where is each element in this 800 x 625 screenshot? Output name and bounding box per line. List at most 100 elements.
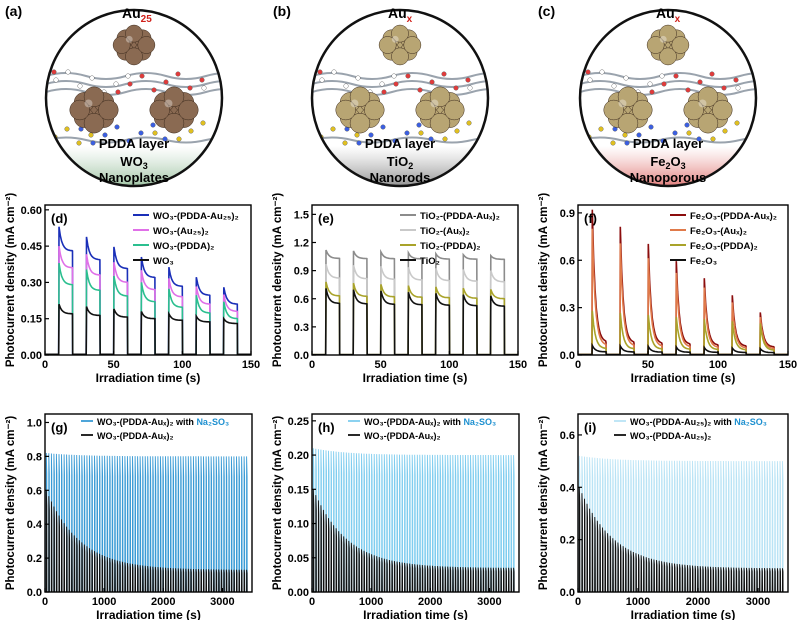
top-cluster xyxy=(112,24,156,66)
substrate-label: WO3 xyxy=(120,154,147,171)
atom xyxy=(64,126,70,132)
atom xyxy=(368,132,374,138)
atom xyxy=(162,136,168,142)
y-axis-label: Photocurrent density (mA cm⁻²) xyxy=(5,416,17,590)
pdda-chain xyxy=(46,72,222,80)
plot-frame xyxy=(577,413,789,593)
y-tick-label: 0.60 xyxy=(21,205,42,217)
series-line-0 xyxy=(45,452,249,592)
plot-area xyxy=(45,226,251,355)
atom xyxy=(175,71,181,77)
y-tick-label: 0.6 xyxy=(27,485,42,497)
legend-entry: Fe₂O₃-(PDDA-Auₓ)₂ xyxy=(690,211,777,222)
x-axis-label: Irradiation time (s) xyxy=(96,608,201,620)
atom xyxy=(442,136,448,142)
substrate-morphology-label: Nanoporous xyxy=(630,170,707,185)
chart-i: 0 1000 2000 3000 0.0 0.2 0.4 0.6 Irradiation tim… xyxy=(538,413,789,622)
series-line-1 xyxy=(578,228,788,355)
atom xyxy=(138,130,144,136)
atom xyxy=(647,81,653,87)
y-tick-label: 0.6 xyxy=(560,430,575,442)
atom xyxy=(648,124,654,130)
plot-frame xyxy=(311,204,519,356)
panel-label: (h) xyxy=(318,420,335,435)
y-axis-label: Photocurrent density (mA cm⁻²) xyxy=(538,193,550,367)
panel-label: (b) xyxy=(273,3,291,19)
pdda-layer-label: PDDA layer xyxy=(99,136,169,151)
series-line-2 xyxy=(578,310,788,355)
series-line-3 xyxy=(312,288,518,355)
atom xyxy=(721,85,727,91)
x-tick-label: 0 xyxy=(42,596,48,608)
chart-e: 0 50 100 150 0.0 0.3 0.6 0.9 1.2 1.5 Irradiation t… xyxy=(272,193,527,385)
atom xyxy=(126,138,132,144)
y-tick-label: 0.05 xyxy=(288,553,309,565)
cluster-label: Aux xyxy=(388,5,413,25)
atom xyxy=(127,81,133,87)
x-tick-label: 0 xyxy=(309,359,315,371)
schematic-border xyxy=(578,8,758,188)
atom xyxy=(114,124,120,130)
atom xyxy=(115,89,121,95)
atom xyxy=(88,132,94,138)
atom xyxy=(735,85,741,91)
atom xyxy=(599,69,605,75)
atom xyxy=(611,83,617,89)
y-tick-label: 0.3 xyxy=(560,303,575,315)
atom xyxy=(355,75,361,81)
pdda-layer-label: PDDA layer xyxy=(365,136,435,151)
atom xyxy=(150,122,156,128)
schematic-border xyxy=(44,8,224,188)
pdda-chain xyxy=(46,80,222,88)
y-tick-label: 0.25 xyxy=(288,416,309,428)
legend-entry: TiO₂ xyxy=(420,256,440,267)
atom xyxy=(354,132,360,138)
y-tick-label: 0.2 xyxy=(560,535,575,547)
atom xyxy=(649,89,655,95)
series-line-0 xyxy=(312,448,516,592)
atom xyxy=(405,73,411,79)
atom xyxy=(454,128,460,134)
atom xyxy=(441,71,447,77)
y-tick-label: 0.0 xyxy=(294,350,309,362)
series-line-1 xyxy=(45,490,249,592)
pdda-chain xyxy=(580,80,756,88)
atom xyxy=(51,69,57,75)
x-tick-label: 0 xyxy=(575,596,581,608)
x-tick-label: 2000 xyxy=(686,596,710,608)
y-tick-label: 0.45 xyxy=(21,241,42,253)
series-line-0 xyxy=(578,455,785,592)
atom xyxy=(636,132,642,138)
legend-entry: WO₃-(PDDA-Auₓ)₂ with Na₂SO₃ xyxy=(97,417,229,427)
y-tick-label: 0.10 xyxy=(288,519,309,531)
y-tick-label: 0.9 xyxy=(560,208,575,220)
x-tick-label: 100 xyxy=(440,359,458,371)
pdda-chain xyxy=(46,136,222,144)
substrate-morphology-label: Nanoplates xyxy=(99,170,169,185)
atom xyxy=(684,122,690,128)
substrate-morphology-label: Nanorods xyxy=(370,170,431,185)
legend-entry: Fe₂O₃ xyxy=(690,256,717,267)
legend-entry: WO₃-(PDDA-Au₂₅)₂ with Na₂SO₃ xyxy=(630,417,767,427)
atom xyxy=(697,79,703,85)
x-tick-label: 1000 xyxy=(626,596,650,608)
legend-entry: WO₃-(PDDA-Auₓ)₂ xyxy=(364,431,440,441)
y-axis-label: Photocurrent density (mA cm⁻²) xyxy=(5,193,17,367)
y-tick-label: 0.4 xyxy=(27,519,43,531)
left-cluster xyxy=(603,86,653,134)
atom xyxy=(77,83,83,89)
substrate-label: TiO2 xyxy=(387,154,413,171)
atom xyxy=(585,69,591,75)
right-cluster xyxy=(149,86,199,134)
pdda-chain xyxy=(580,88,756,96)
y-tick-label: 0.0 xyxy=(560,587,575,599)
y-axis-label: Photocurrent density (mA cm⁻²) xyxy=(272,416,284,590)
atom xyxy=(587,77,593,83)
y-tick-label: 1.0 xyxy=(27,417,42,429)
atom xyxy=(343,83,349,89)
x-tick-label: 150 xyxy=(242,359,260,371)
atom xyxy=(90,140,96,146)
panel-label: (g) xyxy=(51,420,68,435)
y-tick-label: 1.5 xyxy=(294,209,309,221)
atom xyxy=(317,69,323,75)
